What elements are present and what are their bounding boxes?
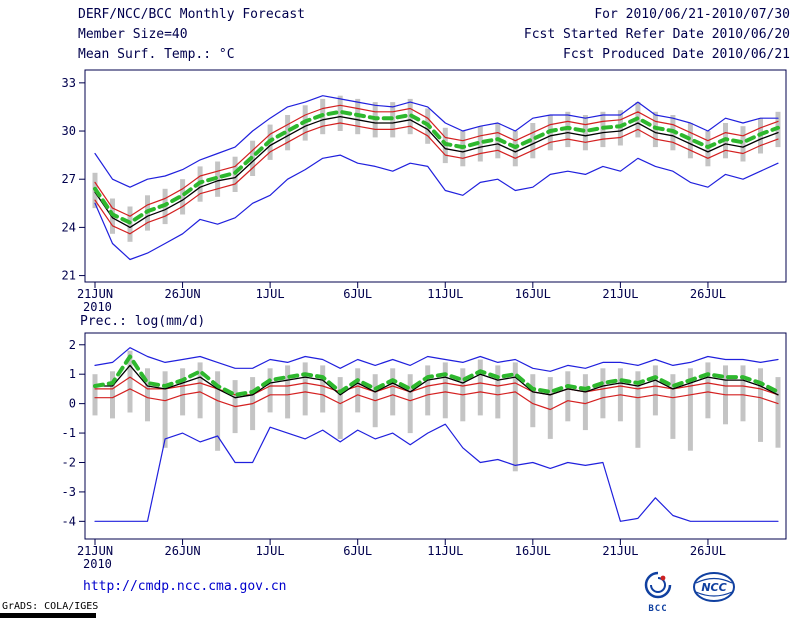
svg-text:26JUN: 26JUN	[165, 544, 201, 558]
ncc-globe-icon: NCC	[693, 572, 735, 602]
header-member-size: Member Size=40	[78, 27, 188, 42]
svg-text:21JUL: 21JUL	[602, 287, 638, 301]
svg-text:-2: -2	[62, 455, 76, 469]
svg-text:11JUL: 11JUL	[427, 287, 463, 301]
svg-text:21: 21	[62, 269, 76, 283]
svg-text:11JUL: 11JUL	[427, 544, 463, 558]
svg-text:24: 24	[62, 220, 76, 234]
header-refer-date: Fcst Started Refer Date 2010/06/20	[523, 27, 790, 42]
svg-text:33: 33	[62, 76, 76, 90]
svg-text:2: 2	[69, 338, 76, 352]
precipitation-forecast-chart: -4 -3 -2 -1 0 1 2 21JUN 26JUN 1JUL 6JUL 11JUL 16JUL 2…	[62, 332, 787, 571]
svg-text:1JUL: 1JUL	[256, 287, 285, 301]
cmdp-url-link[interactable]: http://cmdp.ncc.cma.gov.cn	[83, 579, 287, 594]
svg-text:6JUL: 6JUL	[343, 287, 372, 301]
header-produced-date: Fcst Produced Date 2010/06/21	[563, 47, 790, 62]
svg-text:2010: 2010	[83, 557, 112, 571]
svg-text:NCC: NCC	[701, 581, 726, 594]
bcc-swirl-icon	[644, 571, 672, 599]
header-variable: Mean Surf. Temp.: °C	[78, 47, 235, 62]
svg-text:26JUL: 26JUL	[690, 544, 726, 558]
svg-text:0: 0	[69, 397, 76, 411]
svg-text:21JUN: 21JUN	[77, 287, 113, 301]
temperature-forecast-chart: 21 24 27 30 33 21JUN 26JUN 1JUL 6JUL 11JUL 16JUL 21…	[62, 69, 787, 312]
svg-text:21JUN: 21JUN	[77, 544, 113, 558]
grads-credit: GrADS: COLA/IGES	[2, 601, 99, 612]
svg-text:26JUL: 26JUL	[690, 287, 726, 301]
svg-text:21JUL: 21JUL	[602, 544, 638, 558]
svg-text:6JUL: 6JUL	[343, 544, 372, 558]
svg-text:16JUL: 16JUL	[515, 287, 551, 301]
svg-text:1JUL: 1JUL	[256, 544, 285, 558]
svg-text:-4: -4	[62, 514, 76, 528]
ncc-logo: NCC	[690, 570, 738, 608]
bcc-logo-label: BCC	[648, 604, 668, 614]
svg-text:1: 1	[69, 367, 76, 381]
precipitation-chart-title: Prec.: log(mm/d)	[80, 314, 206, 329]
header-title: DERF/NCC/BCC Monthly Forecast	[78, 7, 305, 22]
svg-text:26JUN: 26JUN	[165, 287, 201, 301]
svg-text:2010: 2010	[83, 300, 112, 312]
svg-text:16JUL: 16JUL	[515, 544, 551, 558]
svg-text:30: 30	[62, 124, 76, 138]
svg-text:-1: -1	[62, 426, 76, 440]
svg-text:-3: -3	[62, 485, 76, 499]
bcc-logo: BCC	[638, 570, 678, 614]
header-for-range: For 2010/06/21-2010/07/30	[594, 7, 790, 22]
svg-text:27: 27	[62, 172, 76, 186]
bottom-left-bar	[0, 613, 96, 618]
